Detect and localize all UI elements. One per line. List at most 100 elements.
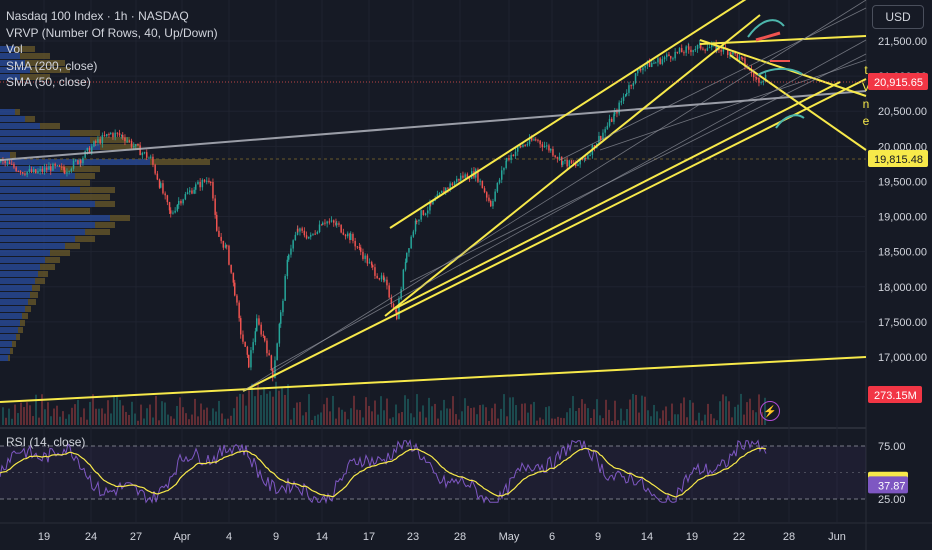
candle-body bbox=[477, 169, 479, 182]
candle-body bbox=[702, 48, 704, 50]
volume-bar bbox=[461, 411, 463, 425]
rsi-legend[interactable]: RSI (14, close) bbox=[6, 435, 86, 449]
candle-body bbox=[58, 165, 61, 167]
vrvp-bar-down bbox=[60, 180, 90, 186]
volume-bar bbox=[287, 384, 289, 425]
candle-body bbox=[548, 145, 550, 151]
candle-body bbox=[630, 85, 632, 87]
volume-bar bbox=[596, 399, 598, 425]
volume-bar bbox=[323, 404, 325, 425]
candle-body bbox=[552, 149, 554, 156]
candle-body bbox=[322, 222, 324, 225]
candle-body bbox=[620, 100, 623, 103]
candle-body bbox=[274, 360, 276, 378]
alert-bolt-icon[interactable]: ⚡ bbox=[760, 401, 780, 421]
candle-body bbox=[378, 278, 381, 280]
candle-body bbox=[224, 245, 227, 248]
volume-bar bbox=[731, 417, 733, 425]
candle-body bbox=[193, 189, 195, 194]
candle-body bbox=[535, 139, 537, 141]
volume-bar bbox=[533, 401, 535, 425]
vrvp-bar-down bbox=[18, 327, 23, 333]
volume-bar bbox=[572, 396, 574, 425]
vrvp-bar-down bbox=[95, 222, 115, 228]
candle-body bbox=[266, 340, 268, 354]
indicator-sma-200[interactable]: SMA (200, close) bbox=[6, 58, 98, 73]
volume-bar bbox=[737, 404, 739, 425]
vrvp-bar-up bbox=[0, 355, 8, 361]
volume-bar bbox=[542, 419, 544, 425]
volume-bar bbox=[23, 407, 25, 425]
candle-body bbox=[270, 355, 273, 369]
candle-body bbox=[524, 145, 526, 147]
vrvp-bar-down bbox=[95, 201, 115, 207]
candle-body bbox=[82, 157, 84, 164]
volume-bar bbox=[500, 408, 502, 425]
candle-body bbox=[297, 228, 299, 232]
volume-bar bbox=[254, 396, 256, 425]
volume-bar bbox=[467, 405, 469, 425]
candle-body bbox=[670, 56, 672, 59]
currency-button[interactable]: USD bbox=[872, 5, 924, 29]
volume-bar bbox=[743, 414, 745, 425]
candle-body bbox=[354, 240, 356, 247]
candle-body bbox=[54, 163, 56, 166]
candle-body bbox=[602, 132, 604, 140]
candle-body bbox=[585, 158, 587, 160]
volume-bar bbox=[440, 410, 442, 425]
candle-body bbox=[543, 145, 546, 148]
candle-body bbox=[364, 255, 366, 259]
vrvp-bar-up bbox=[0, 327, 18, 333]
volume-bar bbox=[599, 415, 601, 425]
volume-bar bbox=[617, 420, 619, 425]
candle-body bbox=[288, 254, 290, 260]
volume-bar bbox=[647, 410, 649, 425]
candle-body bbox=[374, 267, 376, 276]
candle-body bbox=[519, 145, 521, 147]
volume-bar bbox=[503, 394, 505, 425]
candle-body bbox=[362, 251, 364, 259]
candle-body bbox=[139, 145, 141, 156]
candle-body bbox=[533, 139, 535, 141]
indicator-sma-50[interactable]: SMA (50, close) bbox=[6, 75, 91, 89]
symbol-title[interactable]: Nasdaq 100 Index · 1h · NASDAQ bbox=[6, 9, 189, 23]
candle-body bbox=[352, 233, 354, 241]
volume-bar bbox=[32, 416, 34, 425]
volume-bar bbox=[593, 409, 595, 425]
candle-body bbox=[8, 162, 11, 164]
candle-body bbox=[429, 202, 431, 211]
candle-body bbox=[460, 175, 462, 181]
volume-bar bbox=[26, 402, 28, 425]
candle-body bbox=[112, 133, 114, 138]
indicator-vrvp[interactable]: VRVP (Number Of Rows, 40, Up/Down) bbox=[6, 25, 218, 40]
candle-body bbox=[640, 69, 642, 71]
candle-body bbox=[711, 43, 713, 48]
candle-body bbox=[212, 181, 214, 199]
indicator-vol[interactable]: Vol bbox=[6, 42, 23, 56]
volume-bar bbox=[326, 397, 328, 425]
volume-bar bbox=[437, 418, 439, 425]
volume-bar bbox=[578, 407, 580, 425]
candle-body bbox=[158, 179, 161, 188]
candle-body bbox=[63, 166, 65, 171]
volume-bar bbox=[431, 406, 433, 425]
volume-bar bbox=[443, 399, 445, 425]
price-tick-label: 18,000.00 bbox=[878, 282, 927, 294]
vrvp-bar-up bbox=[0, 292, 30, 298]
volume-bar bbox=[158, 420, 160, 425]
vrvp-bar-down bbox=[20, 53, 50, 59]
candle-body bbox=[15, 167, 17, 172]
candle-body bbox=[486, 192, 488, 198]
fan-line bbox=[409, 53, 867, 283]
candle-body bbox=[388, 285, 390, 298]
candle-body bbox=[146, 152, 148, 158]
candle-body bbox=[520, 145, 522, 148]
trendline bbox=[0, 356, 867, 403]
candle-body bbox=[28, 169, 31, 172]
volume-bar bbox=[485, 407, 487, 425]
candle-body bbox=[303, 230, 306, 236]
vrvp-bar-up bbox=[0, 215, 110, 221]
candle-body bbox=[408, 248, 410, 253]
volume-bar bbox=[269, 391, 271, 425]
